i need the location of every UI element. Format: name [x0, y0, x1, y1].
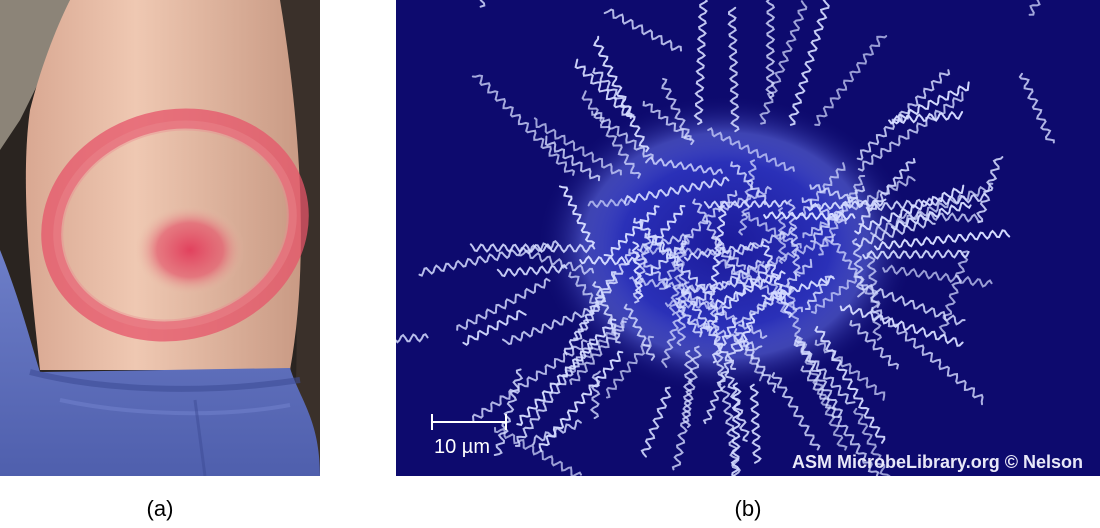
spirochete-micrograph-icon: 10 µm ASM MicrobeLibrary.org © Nelson: [396, 0, 1100, 476]
rash-photo: [0, 0, 320, 476]
scale-bar-label: 10 µm: [434, 436, 490, 458]
caption-a: (a): [146, 496, 174, 521]
scale-bar: 10 µm: [431, 414, 507, 458]
spirochete-micrograph: 10 µm ASM MicrobeLibrary.org © Nelson: [396, 0, 1100, 476]
image-credit: ASM MicrobeLibrary.org © Nelson: [792, 452, 1083, 472]
caption-b: (b): [734, 496, 762, 521]
spirochete-filaments: [396, 0, 1055, 476]
rash-photo-icon: [0, 0, 320, 476]
